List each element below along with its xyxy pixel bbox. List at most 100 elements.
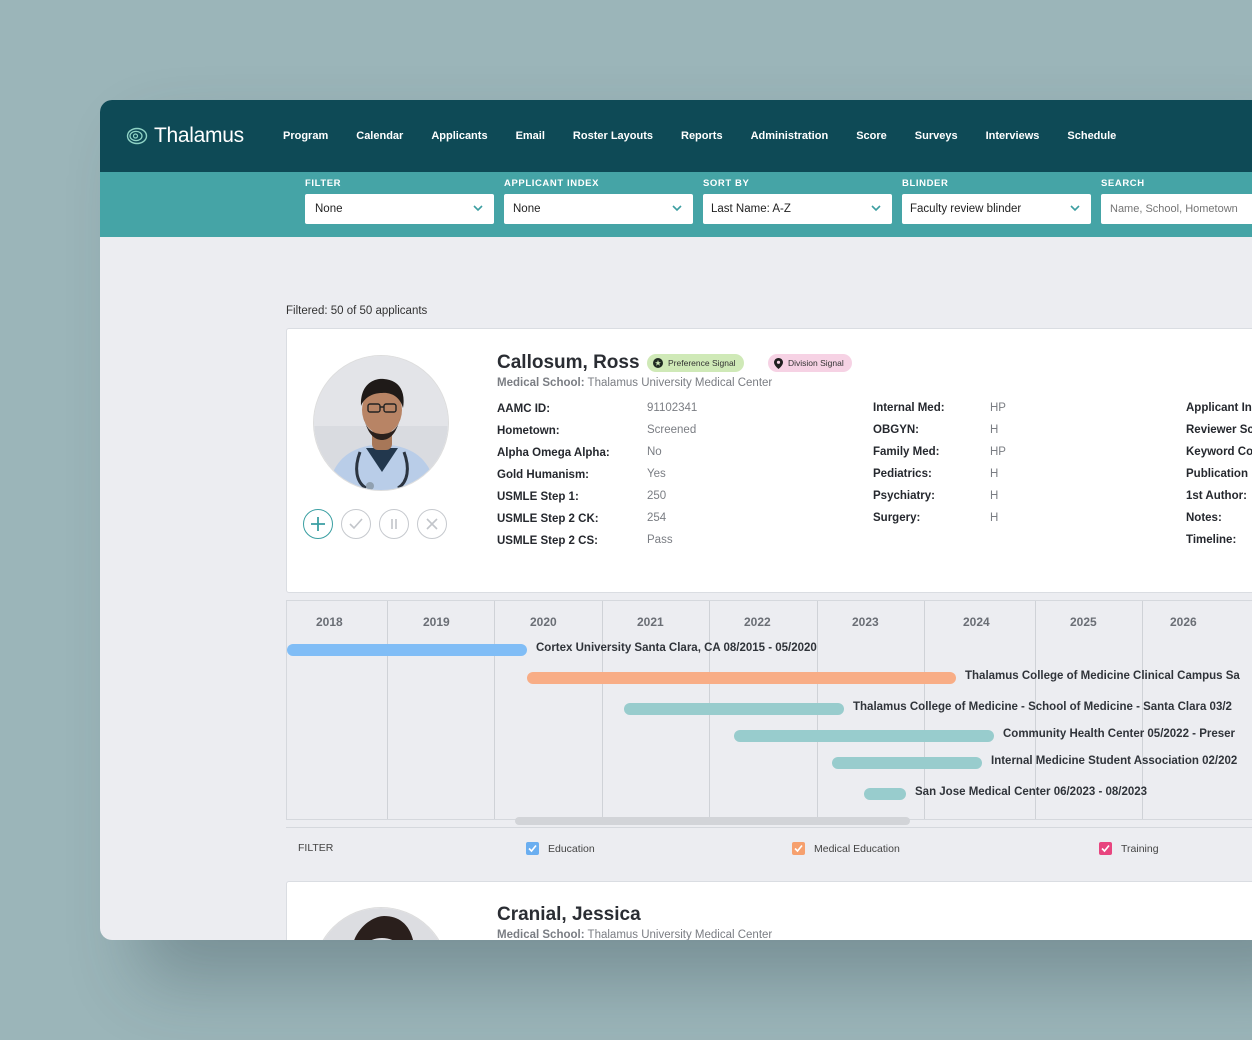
- accept-button[interactable]: [341, 509, 371, 539]
- brain-logo-icon: [126, 127, 148, 145]
- field-psychiatry-value: H: [990, 490, 998, 502]
- nav-applicants[interactable]: Applicants: [431, 130, 488, 142]
- field-value: H: [990, 490, 999, 502]
- field-key: Alpha Omega Alpha:: [497, 447, 610, 459]
- field-timeline: Timeline:: [1186, 534, 1236, 546]
- field-notes: Notes:: [1186, 512, 1222, 524]
- app-name: Thalamus: [154, 124, 244, 147]
- timeline-gridline: [1142, 601, 1143, 819]
- field-value: HP: [990, 446, 1006, 458]
- medical-school-value: Thalamus University Medical Center: [587, 929, 773, 940]
- timeline-bar-training[interactable]: [734, 730, 994, 742]
- division-signal-label: Division Signal: [788, 358, 844, 368]
- timeline-label: Thalamus College of Medicine Clinical Ca…: [965, 670, 1240, 682]
- field-first-author: 1st Author:: [1186, 490, 1247, 502]
- field-reviewer-score: Reviewer Sc: [1186, 424, 1252, 436]
- sort-by-label: SORT BY: [703, 178, 750, 189]
- applicant-card[interactable]: Cranial, Jessica Medical School: Thalamu…: [286, 881, 1252, 940]
- medical-school: Medical School: Thalamus University Medi…: [497, 929, 772, 940]
- applicant-index-select[interactable]: None: [504, 194, 693, 224]
- applicant-photo: [313, 907, 449, 940]
- applicant-name[interactable]: Cranial, Jessica: [497, 904, 641, 925]
- nav-email[interactable]: Email: [515, 130, 545, 142]
- nav-surveys[interactable]: Surveys: [914, 130, 958, 142]
- timeline-year: 2020: [530, 615, 557, 629]
- nav-administration[interactable]: Administration: [750, 130, 829, 142]
- field-key: Internal Med:: [873, 402, 945, 414]
- blinder-select[interactable]: Faculty review blinder: [902, 194, 1091, 224]
- chevron-down-icon: [672, 205, 682, 212]
- search-input[interactable]: [1101, 194, 1252, 224]
- field-pediatrics: Pediatrics:: [873, 468, 932, 480]
- field-surgery: Surgery:: [873, 512, 920, 524]
- field-value: 91102341: [647, 402, 698, 414]
- legend-label: Medical Education: [814, 842, 900, 855]
- field-obgyn-value: H: [990, 424, 998, 436]
- plus-icon: [311, 517, 325, 531]
- timeline-scrollbar[interactable]: [515, 817, 910, 825]
- legend-label: Training: [1121, 842, 1159, 855]
- top-navigation-bar: Thalamus Program Calendar Applicants Ema…: [100, 100, 1252, 172]
- filtered-count: Filtered: 50 of 50 applicants: [286, 305, 428, 317]
- field-value: H: [990, 512, 999, 524]
- field-value: Yes: [647, 468, 666, 480]
- add-button[interactable]: [303, 509, 333, 539]
- nav-score[interactable]: Score: [856, 130, 887, 142]
- field-value: Screened: [647, 424, 697, 436]
- field-usmle-step2cs-value: Pass: [647, 534, 673, 546]
- applicant-name[interactable]: Callosum, Ross: [497, 352, 640, 373]
- hold-button[interactable]: [379, 509, 409, 539]
- field-psychiatry: Psychiatry:: [873, 490, 935, 502]
- checkbox-checked-icon[interactable]: [792, 842, 805, 855]
- timeline-label: Cortex University Santa Clara, CA 08/201…: [536, 642, 817, 654]
- field-family-med: Family Med:: [873, 446, 939, 458]
- reject-button[interactable]: [417, 509, 447, 539]
- timeline-bar-medical-education[interactable]: [527, 672, 956, 684]
- nav-roster-layouts[interactable]: Roster Layouts: [572, 130, 653, 142]
- timeline-label: Community Health Center 05/2022 - Preser: [1003, 728, 1236, 740]
- sort-by-value: Last Name: A-Z: [711, 203, 791, 215]
- filter-select[interactable]: None: [305, 194, 494, 224]
- nav-calendar[interactable]: Calendar: [356, 130, 404, 142]
- timeline-bar-education[interactable]: [287, 644, 527, 656]
- field-key: USMLE Step 2 CS:: [497, 535, 598, 547]
- checkbox-checked-icon[interactable]: [526, 842, 539, 855]
- timeline-year: 2025: [1070, 615, 1097, 629]
- field-aamc-id: AAMC ID:: [497, 403, 550, 415]
- timeline-gridline: [1035, 601, 1036, 819]
- timeline-bar-training[interactable]: [864, 788, 906, 800]
- timeline-label: Internal Medicine Student Association 02…: [991, 755, 1238, 767]
- field-usmle-step2ck-value: 254: [647, 512, 666, 524]
- medical-school: Medical School: Thalamus University Medi…: [497, 377, 772, 389]
- field-aamc-id-value: 91102341: [647, 402, 697, 414]
- legend-education[interactable]: Education: [526, 842, 595, 855]
- timeline-bar-training[interactable]: [624, 703, 844, 715]
- field-key: Reviewer Sc: [1186, 424, 1252, 436]
- nav-interviews[interactable]: Interviews: [985, 130, 1040, 142]
- legend-medical-education[interactable]: Medical Education: [792, 842, 900, 855]
- field-key: Pediatrics:: [873, 468, 932, 480]
- timeline-year: 2018: [316, 615, 343, 629]
- nav-program[interactable]: Program: [283, 130, 329, 142]
- field-value: Pass: [647, 534, 673, 546]
- app-logo[interactable]: Thalamus: [126, 124, 244, 148]
- timeline-gridline: [387, 601, 388, 819]
- chevron-down-icon: [1070, 205, 1080, 212]
- field-surgery-value: H: [990, 512, 998, 524]
- pause-icon: [391, 519, 397, 529]
- nav-reports[interactable]: Reports: [681, 130, 723, 142]
- field-key: Surgery:: [873, 512, 921, 524]
- field-value: 254: [647, 512, 667, 524]
- sort-by-select[interactable]: Last Name: A-Z: [703, 194, 892, 224]
- timeline-year: 2026: [1170, 615, 1197, 629]
- medical-school-label: Medical School:: [497, 929, 585, 940]
- field-value: H: [990, 424, 999, 436]
- check-icon: [349, 518, 363, 530]
- applicant-card[interactable]: Callosum, Ross Preference Signal Divisio…: [286, 328, 1252, 593]
- checkbox-checked-icon[interactable]: [1099, 842, 1112, 855]
- legend-training[interactable]: Training: [1099, 842, 1159, 855]
- timeline-bar-training[interactable]: [832, 757, 982, 769]
- app-window: Thalamus Program Calendar Applicants Ema…: [100, 100, 1252, 940]
- nav-schedule[interactable]: Schedule: [1067, 130, 1117, 142]
- field-internal-med-value: HP: [990, 402, 1006, 414]
